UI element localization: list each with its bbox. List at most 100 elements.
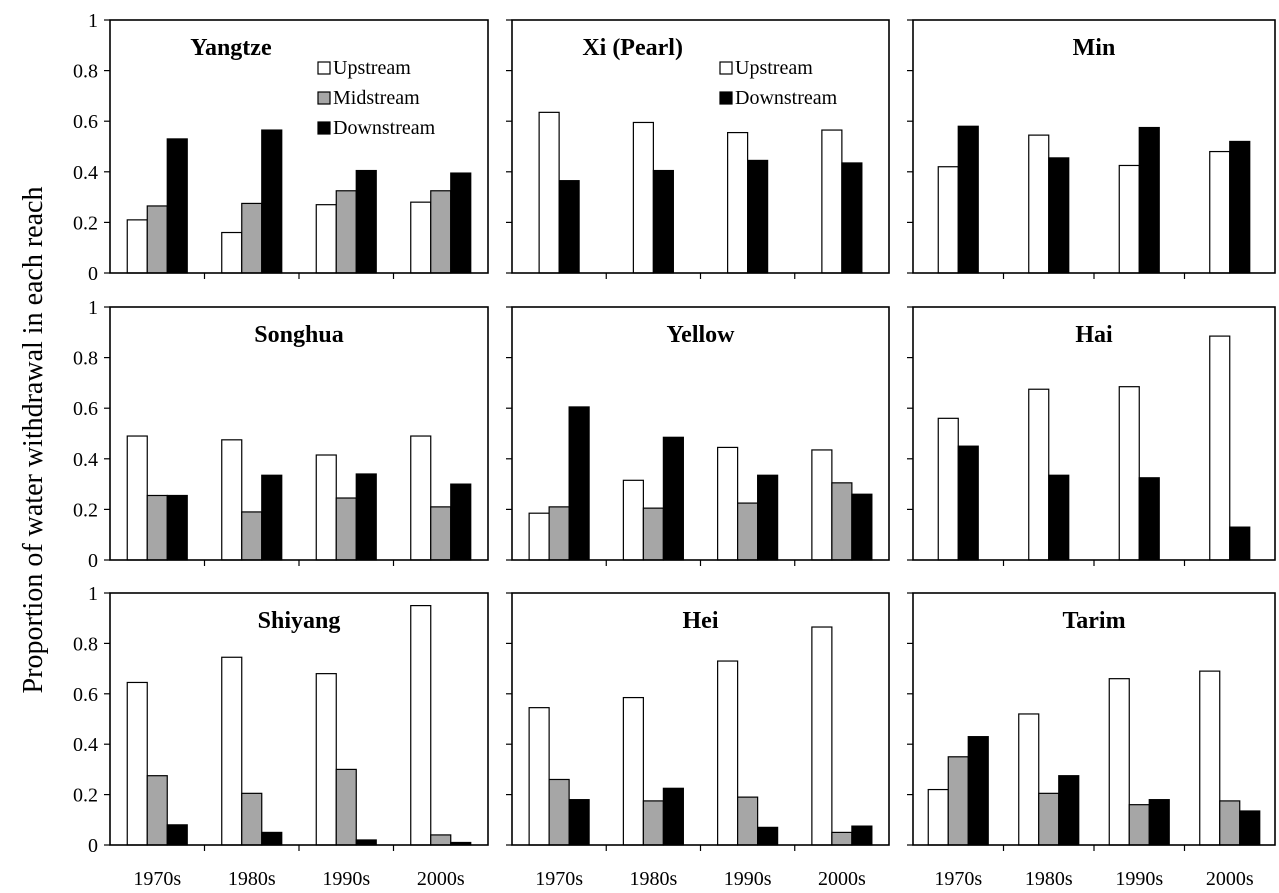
y-tick-label: 0 bbox=[88, 835, 98, 857]
bar-songhua-downstream-1970s bbox=[166, 494, 188, 561]
bar-hai-upstream-1970s bbox=[937, 417, 959, 561]
bar-min-upstream-1990s bbox=[1118, 164, 1140, 274]
bar-xi-pearl-upstream-1970s bbox=[538, 111, 560, 274]
bar-yangtze-downstream-1970s bbox=[166, 138, 188, 274]
bar-hai-downstream-1980s bbox=[1048, 474, 1070, 561]
bar-yangtze-downstream-2000s bbox=[450, 172, 472, 274]
y-tick-label: 0.2 bbox=[73, 785, 98, 807]
panel-title-tarim: Tarim bbox=[1062, 608, 1125, 634]
bar-hai-downstream-1990s bbox=[1138, 477, 1160, 561]
panel-title-xi-pearl: Xi (Pearl) bbox=[582, 35, 683, 61]
panel-hei: 1970s 1980s 1990s 2000s Hei bbox=[506, 592, 890, 890]
bar-hei-upstream-1970s bbox=[528, 707, 550, 846]
x-tick-label-1980s: 1980s bbox=[1025, 868, 1073, 890]
bar-hei-downstream-1980s bbox=[662, 787, 684, 846]
legend-swatch-upstream bbox=[317, 61, 331, 75]
bar-shiyang-midstream-1990s bbox=[335, 768, 357, 846]
y-tick-label: 0.4 bbox=[73, 734, 98, 756]
bar-songhua-upstream-2000s bbox=[410, 435, 432, 561]
bar-yellow-midstream-1980s bbox=[642, 507, 664, 561]
bar-tarim-midstream-2000s bbox=[1219, 800, 1241, 846]
bar-yellow-downstream-1970s bbox=[568, 406, 590, 561]
y-tick-label: 0.2 bbox=[73, 499, 98, 521]
bar-yellow-midstream-2000s bbox=[831, 482, 853, 561]
panel-shiyang: 0 0.2 0.4 0.6 0.8 1 1970s 1980s 1990s 2000s Shiyan… bbox=[73, 583, 489, 890]
bar-hai-upstream-1990s bbox=[1118, 386, 1140, 561]
y-tick-label: 0.6 bbox=[73, 111, 98, 133]
plot-frame bbox=[511, 306, 890, 561]
bar-songhua-upstream-1980s bbox=[221, 439, 243, 561]
bar-tarim-downstream-1980s bbox=[1058, 775, 1080, 846]
plot-frame bbox=[109, 19, 489, 274]
plot-frame bbox=[109, 306, 489, 561]
bar-tarim-downstream-1990s bbox=[1148, 799, 1170, 846]
plot-frame bbox=[912, 19, 1276, 274]
bar-hei-midstream-1990s bbox=[737, 796, 759, 846]
bar-yangtze-downstream-1990s bbox=[355, 169, 377, 274]
x-tick-label-1970s: 1970s bbox=[934, 868, 982, 890]
y-tick-label: 0.6 bbox=[73, 398, 98, 420]
panel-yangtze: 0 0.2 0.4 0.6 0.8 1 Yangtze Upstream Midstream Do… bbox=[73, 10, 489, 285]
bar-shiyang-downstream-1980s bbox=[261, 831, 283, 846]
plot-frame bbox=[511, 19, 890, 274]
panel-title-shiyang: Shiyang bbox=[258, 608, 341, 634]
y-tick-label: 0 bbox=[88, 263, 98, 285]
panel-title-hei: Hei bbox=[683, 608, 719, 634]
bar-yangtze-midstream-1990s bbox=[335, 190, 357, 274]
bar-yellow-downstream-1980s bbox=[662, 436, 684, 561]
panel-hai: Hai bbox=[907, 306, 1276, 566]
bar-xi-pearl-downstream-1970s bbox=[558, 180, 580, 274]
bar-min-downstream-1970s bbox=[957, 125, 979, 274]
legend-label-downstream: Downstream bbox=[735, 87, 838, 109]
y-tick-label: 0.8 bbox=[73, 348, 98, 370]
x-tick-label-1970s: 1970s bbox=[535, 868, 583, 890]
bar-yangtze-upstream-2000s bbox=[410, 201, 432, 274]
y-tick-label: 0.2 bbox=[73, 212, 98, 234]
bar-shiyang-upstream-1980s bbox=[221, 656, 243, 846]
panels-group: 0 0.2 0.4 0.6 0.8 1 Yangtze Upstream Midstream Do… bbox=[73, 10, 1276, 890]
plot-frame bbox=[912, 592, 1276, 846]
panel-yellow: Yellow bbox=[506, 306, 890, 566]
bar-tarim-downstream-1970s bbox=[967, 736, 989, 846]
y-tick-label: 0.4 bbox=[73, 449, 98, 471]
bar-hei-downstream-2000s bbox=[851, 825, 873, 846]
plot-frame bbox=[511, 592, 890, 846]
bar-hei-upstream-1990s bbox=[717, 660, 739, 846]
plot-frame bbox=[109, 592, 489, 846]
bar-shiyang-midstream-1980s bbox=[241, 792, 263, 846]
bar-songhua-midstream-2000s bbox=[430, 506, 452, 561]
bar-yellow-downstream-2000s bbox=[851, 493, 873, 561]
bar-songhua-midstream-1980s bbox=[241, 511, 263, 561]
panel-title-songhua: Songhua bbox=[254, 322, 343, 348]
bar-hai-downstream-2000s bbox=[1229, 526, 1251, 561]
bar-hai-downstream-1970s bbox=[957, 445, 979, 561]
bar-shiyang-midstream-2000s bbox=[430, 834, 452, 846]
bar-shiyang-downstream-1970s bbox=[166, 824, 188, 846]
legend-swatch-downstream bbox=[317, 121, 331, 135]
bar-tarim-downstream-2000s bbox=[1239, 810, 1261, 846]
bar-songhua-downstream-1990s bbox=[355, 473, 377, 561]
bar-shiyang-upstream-2000s bbox=[410, 604, 432, 846]
y-tick-label: 1 bbox=[88, 583, 98, 605]
y-tick-label: 0 bbox=[88, 550, 98, 572]
bar-tarim-midstream-1990s bbox=[1128, 804, 1150, 846]
bar-xi-pearl-downstream-1980s bbox=[652, 169, 674, 274]
bar-yangtze-midstream-1980s bbox=[241, 202, 263, 274]
bar-hei-upstream-2000s bbox=[811, 626, 833, 846]
x-tick-label-1980s: 1980s bbox=[228, 868, 276, 890]
panel-xi-pearl: Xi (Pearl) Upstream Downstream bbox=[506, 19, 890, 279]
bar-yellow-upstream-2000s bbox=[811, 449, 833, 561]
x-tick-label-2000s: 2000s bbox=[417, 868, 465, 890]
y-axis-label: Proportion of water withdrawal in each r… bbox=[18, 187, 49, 694]
bar-min-upstream-2000s bbox=[1209, 150, 1231, 274]
bar-tarim-midstream-1970s bbox=[947, 756, 969, 846]
y-tick-label: 0.6 bbox=[73, 684, 98, 706]
bar-hei-downstream-1990s bbox=[757, 826, 779, 846]
bar-tarim-upstream-2000s bbox=[1199, 670, 1221, 846]
x-tick-label-2000s: 2000s bbox=[1206, 868, 1254, 890]
bar-shiyang-midstream-1970s bbox=[146, 775, 168, 846]
y-tick-label: 1 bbox=[88, 297, 98, 319]
bar-tarim-upstream-1970s bbox=[927, 788, 949, 846]
bar-yellow-midstream-1970s bbox=[548, 506, 570, 561]
bar-xi-pearl-upstream-1990s bbox=[727, 131, 749, 274]
